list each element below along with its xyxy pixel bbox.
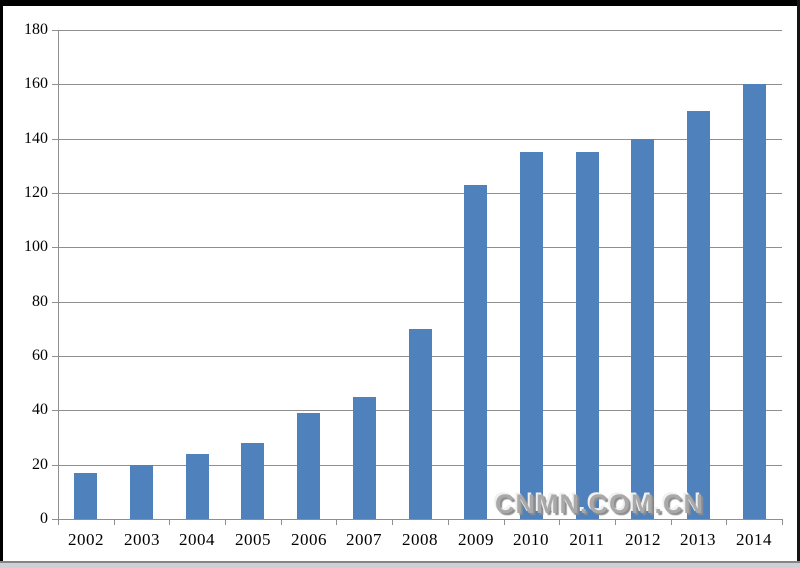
x-axis-tick (671, 520, 672, 525)
x-axis-tick (448, 520, 449, 525)
x-axis-tick (726, 520, 727, 525)
frame-edge-left (0, 0, 3, 568)
y-axis-label: 100 (24, 238, 48, 255)
y-axis-label: 60 (32, 347, 48, 364)
bar (743, 84, 766, 519)
bar (186, 454, 209, 519)
gridline (58, 30, 782, 31)
watermark-text: CNMN.COM.CN (495, 489, 704, 519)
x-axis-tick (782, 520, 783, 525)
y-axis-label: 120 (24, 184, 48, 201)
x-axis-label: 2003 (124, 530, 160, 549)
x-axis-label: 2010 (513, 530, 549, 549)
x-axis-line (58, 519, 783, 520)
gridline (58, 84, 782, 85)
x-axis-label: 2011 (569, 530, 605, 549)
gridline (58, 193, 782, 194)
y-axis-tick (52, 247, 58, 248)
x-axis-tick (392, 520, 393, 525)
gridline (58, 302, 782, 303)
x-axis-label: 2014 (736, 530, 772, 549)
y-axis-tick (52, 465, 58, 466)
frame-edge-top (0, 0, 800, 6)
y-axis-tick (52, 30, 58, 31)
x-axis-tick (559, 520, 560, 525)
x-axis-label: 2012 (625, 530, 661, 549)
y-axis-label: 0 (40, 510, 48, 527)
x-axis-label: 2009 (458, 530, 494, 549)
x-axis-label: 2006 (291, 530, 327, 549)
y-axis-label: 80 (32, 293, 48, 310)
x-axis-label: 2013 (680, 530, 716, 549)
frame-edge-bottom-line (0, 561, 800, 563)
bar (241, 443, 264, 519)
x-axis-tick (615, 520, 616, 525)
y-axis-tick (52, 193, 58, 194)
bar (631, 139, 654, 519)
bar (74, 473, 97, 519)
y-axis-label: 20 (32, 456, 48, 473)
x-axis-label: 2005 (235, 530, 271, 549)
x-axis-tick (169, 520, 170, 525)
y-axis-label: 140 (24, 130, 48, 147)
x-axis-tick (58, 520, 59, 525)
y-axis-label: 40 (32, 401, 48, 418)
x-axis-label: 2008 (402, 530, 438, 549)
x-axis-label: 2007 (346, 530, 382, 549)
bar (409, 329, 432, 519)
x-axis-tick (225, 520, 226, 525)
y-axis-tick (52, 302, 58, 303)
y-axis-label: 160 (24, 75, 48, 92)
bar (130, 465, 153, 519)
frame-edge-bottom-strip (0, 563, 800, 568)
gridline (58, 247, 782, 248)
x-axis-tick (114, 520, 115, 525)
y-axis-label: 180 (24, 21, 48, 38)
y-axis-line (58, 30, 59, 519)
bar (297, 413, 320, 519)
bar (520, 152, 543, 519)
bar (353, 397, 376, 519)
y-axis-tick (52, 139, 58, 140)
gridline (58, 139, 782, 140)
x-axis-label: 2004 (179, 530, 215, 549)
y-axis-tick (52, 356, 58, 357)
x-axis-tick (504, 520, 505, 525)
y-axis-tick (52, 84, 58, 85)
x-axis-tick (281, 520, 282, 525)
bar (464, 185, 487, 519)
y-axis-tick (52, 410, 58, 411)
frame-edge-right (797, 0, 800, 561)
x-axis-tick (336, 520, 337, 525)
bar (687, 111, 710, 519)
y-axis-tick (52, 519, 58, 520)
bar (576, 152, 599, 519)
x-axis-label: 2002 (68, 530, 104, 549)
